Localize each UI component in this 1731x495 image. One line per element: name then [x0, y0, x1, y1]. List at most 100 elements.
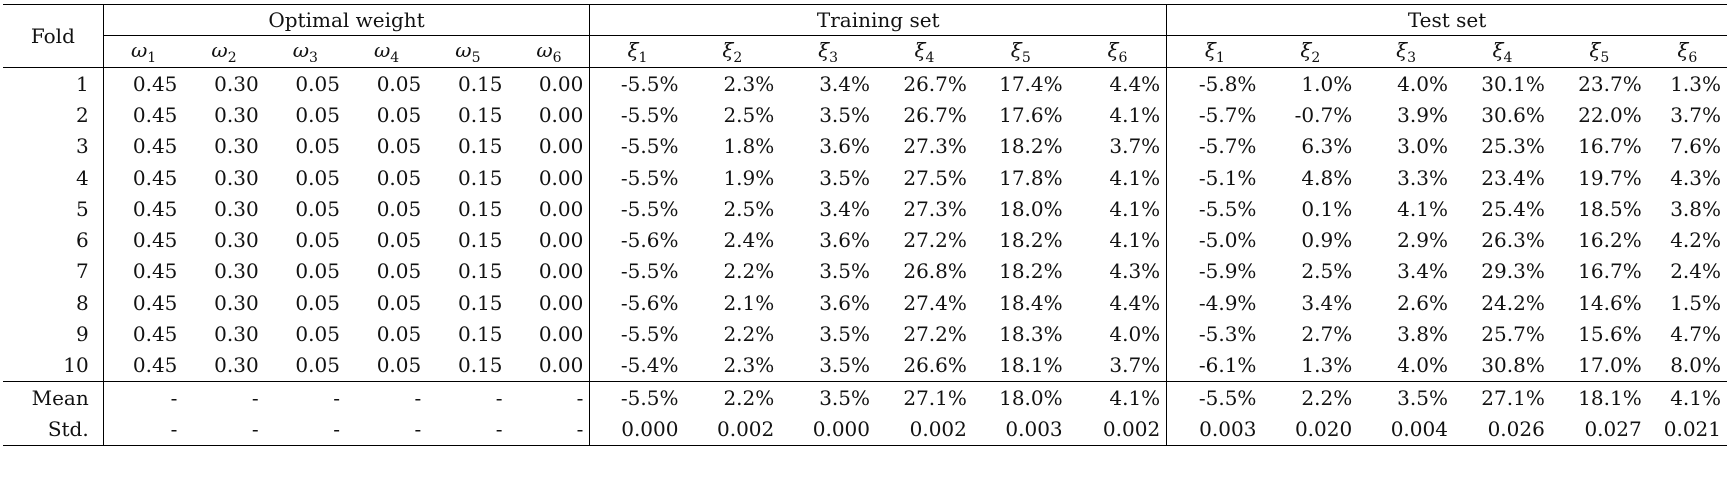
omega-symbol: ω — [211, 37, 228, 62]
train-xi-symbol: ξ — [914, 37, 926, 62]
train-xi-symbol: ξ — [818, 37, 830, 62]
train-cell: 18.1% — [999, 353, 1063, 378]
weights-cell: 0.05 — [295, 134, 340, 159]
test-cell: 3.3% — [1397, 165, 1448, 190]
test-cell: -5.9% — [1166, 255, 1263, 288]
test-xi-symbol: ξ — [1204, 37, 1216, 62]
weights-cell: 0.15 — [457, 71, 503, 96]
omega-subscript: 1 — [147, 49, 157, 66]
fold-cell: 7 — [75, 259, 89, 284]
train-cell: 2.5% — [723, 196, 775, 221]
fold-cell: Std. — [3, 413, 104, 446]
train-cell: 4.0% — [1109, 322, 1161, 347]
train-cell: 27.1% — [876, 380, 973, 414]
omega-symbol: ω — [130, 37, 148, 62]
train-xi-subscript: 4 — [925, 49, 935, 66]
test-cell: 25.7% — [1481, 322, 1545, 347]
test-cell: -5.7% — [1166, 99, 1263, 131]
optimal-weight-group-header: Optimal weight — [102, 4, 590, 36]
weights-cell: 0.00 — [538, 353, 584, 378]
fold-cell: 2 — [75, 102, 89, 127]
weights-cell: 0.15 — [457, 259, 503, 284]
train-cell: 0.000 — [780, 413, 877, 446]
test-cell: -5.1% — [1166, 161, 1263, 194]
table-row: 7 0.45 0.30 0.05 0.05 0.15 0.00 -5.5% 2.2% 3.5% 26… — [3, 255, 1727, 288]
weights-cell: 0.45 — [102, 161, 184, 194]
weights-cell: - — [183, 413, 265, 446]
train-cell: 3.6% — [819, 134, 871, 159]
train-cell: 2.3% — [723, 71, 775, 96]
test-xi-symbol: ξ — [1396, 37, 1408, 62]
omega-subscript: 2 — [227, 49, 237, 66]
train-cell: -5.5% — [589, 130, 685, 162]
test-xi-symbol: ξ — [1300, 37, 1312, 62]
fold-cell: 10 — [63, 353, 89, 378]
train-cell: 3.5% — [819, 353, 871, 378]
weights-cell: 0.45 — [102, 349, 184, 382]
train-xi-2-header: ξ2 — [684, 35, 781, 68]
weights-cell: - — [264, 380, 346, 414]
weights-cell: 0.05 — [376, 228, 422, 253]
test-cell: 0.004 — [1358, 413, 1454, 446]
training-set-group-header: Training set — [589, 4, 1167, 36]
train-cell: -5.5% — [589, 255, 685, 288]
test-cell: 4.0% — [1397, 71, 1448, 96]
train-cell: -5.5% — [589, 193, 685, 225]
test-cell: 27.1% — [1453, 380, 1551, 414]
test-cell: 23.4% — [1481, 165, 1545, 190]
test-cell: 4.0% — [1397, 353, 1448, 378]
weights-cell: 0.00 — [538, 102, 584, 127]
weights-cell: 0.05 — [376, 71, 422, 96]
test-cell: 4.3% — [1670, 165, 1721, 190]
omega-2-header: ω2 — [183, 35, 265, 68]
weights-cell: 0.15 — [457, 102, 503, 127]
test-cell: 0.003 — [1166, 413, 1263, 446]
weights-cell: 0.05 — [295, 259, 340, 284]
weights-cell: - — [427, 413, 509, 446]
train-cell: 0.000 — [589, 413, 685, 446]
weights-cell: 0.15 — [457, 228, 503, 253]
test-cell: 25.3% — [1481, 134, 1545, 159]
weights-cell: 0.05 — [376, 259, 422, 284]
test-cell: 30.1% — [1481, 71, 1545, 96]
test-cell: -5.5% — [1166, 380, 1263, 414]
weights-cell: 0.30 — [214, 353, 259, 378]
weights-cell: 0.05 — [295, 102, 340, 127]
train-cell: 4.1% — [1109, 165, 1161, 190]
test-cell: 3.0% — [1397, 134, 1448, 159]
table-row: 9 0.45 0.30 0.05 0.05 0.15 0.00 -5.5% 2.2% 3.5% 27… — [3, 318, 1727, 350]
weights-cell: 0.00 — [538, 228, 584, 253]
weights-cell: 0.45 — [102, 130, 184, 162]
weights-cell: 0.15 — [457, 322, 503, 347]
test-cell: 3.8% — [1397, 322, 1448, 347]
train-cell: 18.0% — [999, 196, 1063, 221]
weights-cell: 0.45 — [102, 287, 184, 319]
table-body: 1 0.45 0.30 0.05 0.05 0.15 0.00 -5.5% 2.3% 3.4% 26… — [3, 67, 1727, 446]
train-cell: 3.5% — [819, 102, 871, 127]
fold-cell: 6 — [75, 228, 89, 253]
test-cell: 30.6% — [1481, 102, 1545, 127]
train-cell: 17.6% — [999, 102, 1063, 127]
train-cell: 4.4% — [1109, 71, 1161, 96]
test-cell: -6.1% — [1166, 349, 1263, 382]
weights-cell: 0.00 — [538, 259, 584, 284]
test-cell: 22.0% — [1578, 102, 1642, 127]
train-cell: 2.5% — [723, 102, 775, 127]
train-xi-symbol: ξ — [1010, 37, 1022, 62]
fold-cell: 3 — [75, 134, 89, 159]
train-cell: -5.6% — [589, 287, 685, 319]
test-cell: 4.1% — [1647, 380, 1727, 414]
omega-symbol: ω — [455, 37, 472, 62]
omega-symbol: ω — [536, 37, 553, 62]
test-cell: 2.7% — [1301, 322, 1353, 347]
weights-cell: - — [508, 413, 590, 446]
train-cell: 27.2% — [903, 228, 967, 253]
test-cell: 4.2% — [1670, 228, 1721, 253]
weights-cell: 0.05 — [376, 322, 422, 347]
train-xi-symbol: ξ — [627, 37, 639, 62]
train-cell: 26.7% — [903, 102, 967, 127]
test-cell: 0.9% — [1301, 228, 1353, 253]
test-set-group-header: Test set — [1166, 4, 1727, 36]
omega-6-header: ω6 — [508, 35, 590, 68]
test-xi-subscript: 6 — [1688, 49, 1698, 66]
